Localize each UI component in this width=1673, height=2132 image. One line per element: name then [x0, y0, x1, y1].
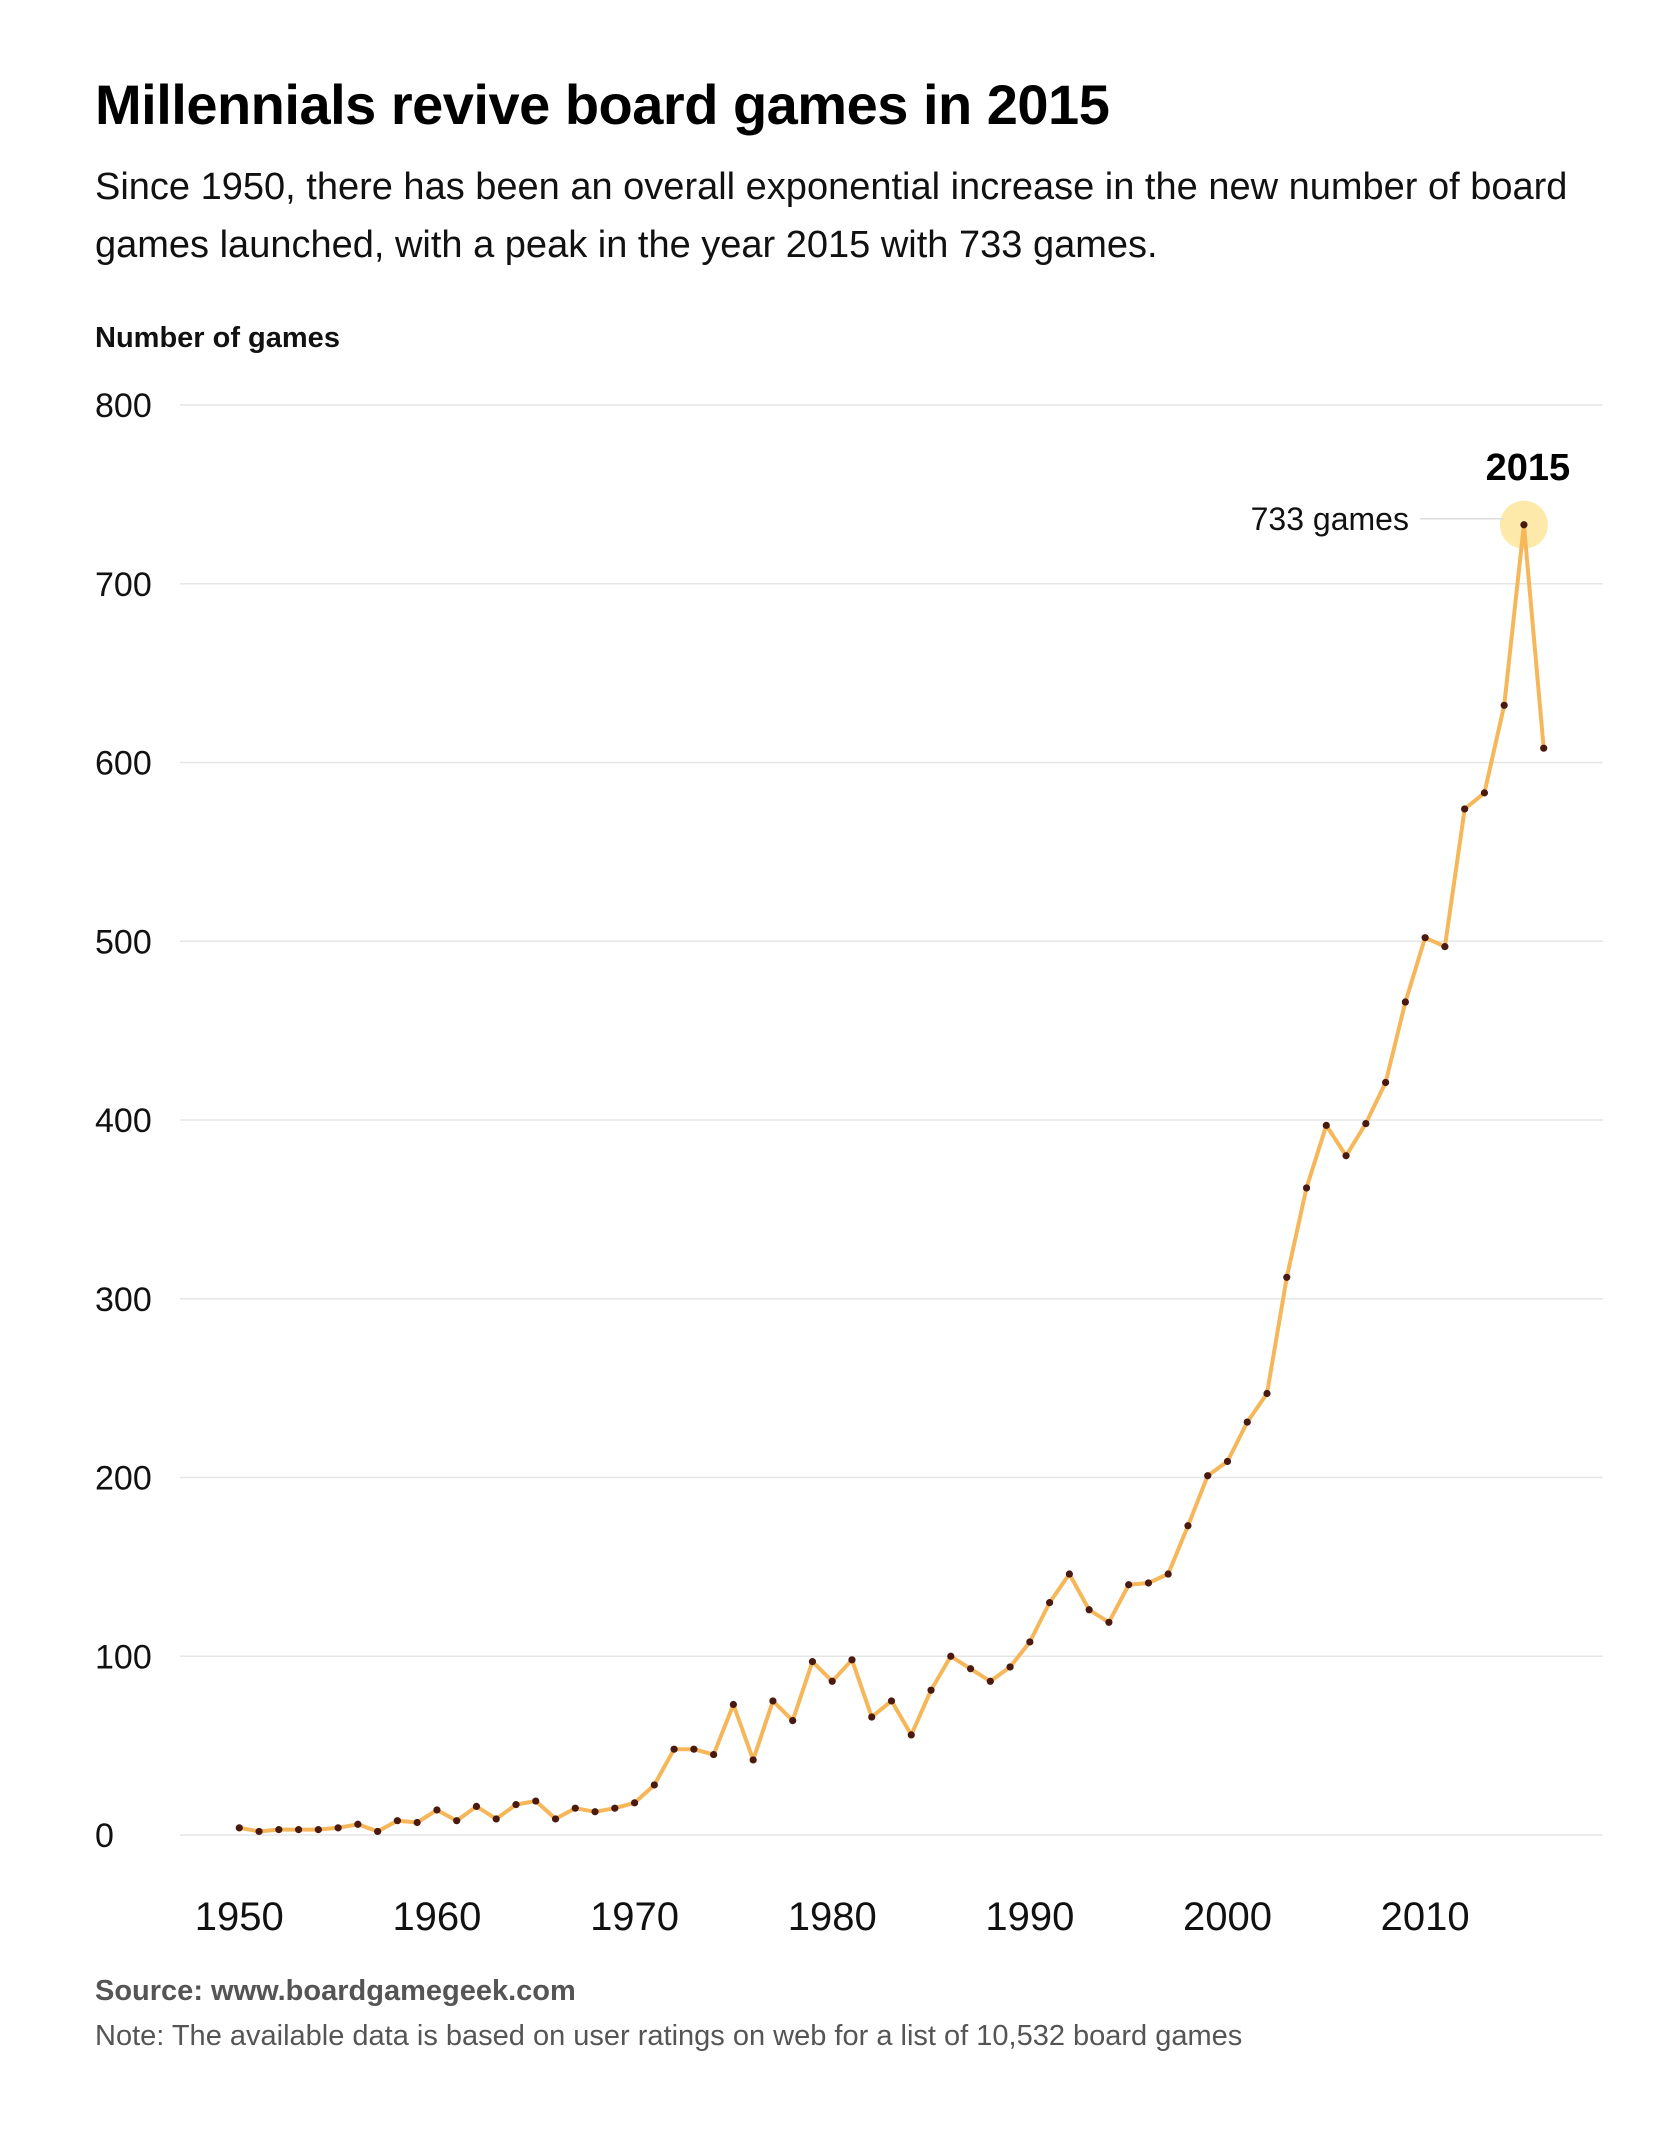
series-line-group [237, 522, 1546, 1834]
data-point-1968 [591, 1808, 599, 1816]
data-note: Note: The available data is based on use… [95, 2020, 1243, 2052]
data-point-1985 [927, 1686, 935, 1694]
peak-value-label: 733 games [1251, 501, 1409, 537]
data-point-1952 [275, 1826, 283, 1834]
data-point-1970 [630, 1799, 639, 1807]
data-point-2009 [1401, 998, 1409, 1006]
data-point-1966 [551, 1815, 560, 1823]
data-point-1951 [255, 1827, 263, 1836]
x-tick-1960: 1960 [392, 1895, 481, 1939]
x-tick-1950: 1950 [195, 1895, 284, 1939]
y-tick-800: 800 [95, 387, 152, 425]
data-point-2013 [1480, 789, 1489, 797]
data-point-1962 [472, 1802, 481, 1810]
data-point-1973 [690, 1745, 698, 1753]
chart-title: Millennials revive board games in 2015 [95, 73, 1110, 136]
data-point-1963 [492, 1815, 500, 1823]
data-point-2011 [1441, 943, 1449, 951]
data-point-2000 [1223, 1457, 1232, 1466]
data-point-1998 [1184, 1522, 1192, 1530]
y-tick-300: 300 [95, 1281, 152, 1319]
y-tick-0: 0 [95, 1817, 114, 1855]
data-point-2012 [1461, 805, 1469, 813]
data-point-2006 [1342, 1152, 1350, 1160]
data-point-1975 [729, 1700, 737, 1709]
data-point-2010 [1421, 934, 1429, 942]
data-point-1995 [1125, 1581, 1133, 1589]
x-axis-ticks: 1950 1960 1970 1980 1990 2000 2010 [195, 1895, 1470, 1939]
data-point-1964 [512, 1801, 520, 1809]
data-point-1993 [1085, 1606, 1093, 1614]
data-point-2008 [1381, 1078, 1390, 1087]
chart-subtitle: Since 1950, there has been an overall ex… [95, 166, 1568, 266]
data-point-1990 [1026, 1638, 1034, 1646]
data-point-2005 [1322, 1121, 1330, 1129]
data-point-1996 [1144, 1579, 1153, 1587]
y-tick-200: 200 [95, 1460, 152, 1498]
x-tick-2010: 2010 [1381, 1895, 1470, 1939]
y-tick-400: 400 [95, 1102, 152, 1140]
data-point-1959 [413, 1818, 421, 1827]
data-point-1989 [1006, 1663, 1014, 1671]
data-point-1984 [907, 1731, 915, 1739]
data-point-1977 [769, 1697, 777, 1705]
data-point-1971 [650, 1781, 658, 1789]
x-tick-1970: 1970 [590, 1895, 679, 1939]
peak-annotation-labels: 2015 733 games [1251, 447, 1571, 537]
data-point-1978 [789, 1717, 797, 1725]
data-point-1982 [868, 1713, 876, 1721]
data-point-1965 [532, 1797, 540, 1805]
data-point-1974 [710, 1750, 718, 1759]
data-point-1980 [828, 1677, 836, 1685]
y-tick-600: 600 [95, 745, 152, 783]
data-point-1957 [374, 1827, 382, 1836]
data-point-2003 [1283, 1273, 1291, 1281]
y-axis-label: Number of games [95, 322, 340, 354]
data-point-1972 [670, 1745, 678, 1753]
data-point-1999 [1204, 1472, 1212, 1480]
data-point-1994 [1105, 1618, 1113, 1626]
grid-lines [180, 404, 1603, 1836]
data-point-1961 [453, 1817, 461, 1825]
data-points [235, 521, 1548, 1836]
data-point-1976 [749, 1756, 757, 1764]
data-point-2004 [1302, 1184, 1311, 1192]
y-axis-ticks: 0 100 200 300 400 500 600 700 800 [95, 387, 152, 1855]
data-point-1967 [571, 1804, 579, 1812]
data-point-1987 [966, 1665, 975, 1673]
data-point-1955 [334, 1824, 342, 1832]
data-point-1986 [947, 1652, 955, 1660]
data-point-1956 [354, 1820, 362, 1828]
series-line-0 [237, 522, 1546, 1834]
data-point-1954 [314, 1826, 322, 1834]
data-point-1992 [1065, 1570, 1073, 1578]
y-tick-100: 100 [95, 1638, 152, 1676]
data-point-2002 [1263, 1389, 1271, 1398]
peak-annotation [1419, 500, 1548, 549]
y-tick-700: 700 [95, 566, 152, 604]
data-point-2015 [1520, 521, 1528, 529]
data-point-2001 [1243, 1418, 1251, 1426]
data-point-1997 [1164, 1570, 1172, 1578]
y-tick-500: 500 [95, 923, 152, 961]
data-point-2016 [1540, 744, 1548, 752]
x-tick-1980: 1980 [788, 1895, 877, 1939]
data-point-1950 [235, 1824, 243, 1832]
data-point-1991 [1046, 1599, 1054, 1607]
data-point-2007 [1362, 1119, 1370, 1128]
data-point-1979 [808, 1658, 817, 1666]
data-point-1953 [294, 1826, 303, 1834]
data-point-2014 [1500, 701, 1508, 709]
x-tick-2000: 2000 [1183, 1895, 1272, 1939]
data-point-1981 [848, 1656, 856, 1664]
data-point-1988 [986, 1677, 994, 1685]
source-note: Source: www.boardgamegeek.com [95, 1975, 576, 2007]
data-point-1983 [887, 1697, 896, 1705]
data-point-1958 [393, 1817, 402, 1825]
data-point-1960 [433, 1806, 441, 1814]
x-tick-1990: 1990 [985, 1895, 1074, 1939]
peak-year-label: 2015 [1486, 447, 1571, 489]
data-point-1969 [611, 1804, 619, 1812]
